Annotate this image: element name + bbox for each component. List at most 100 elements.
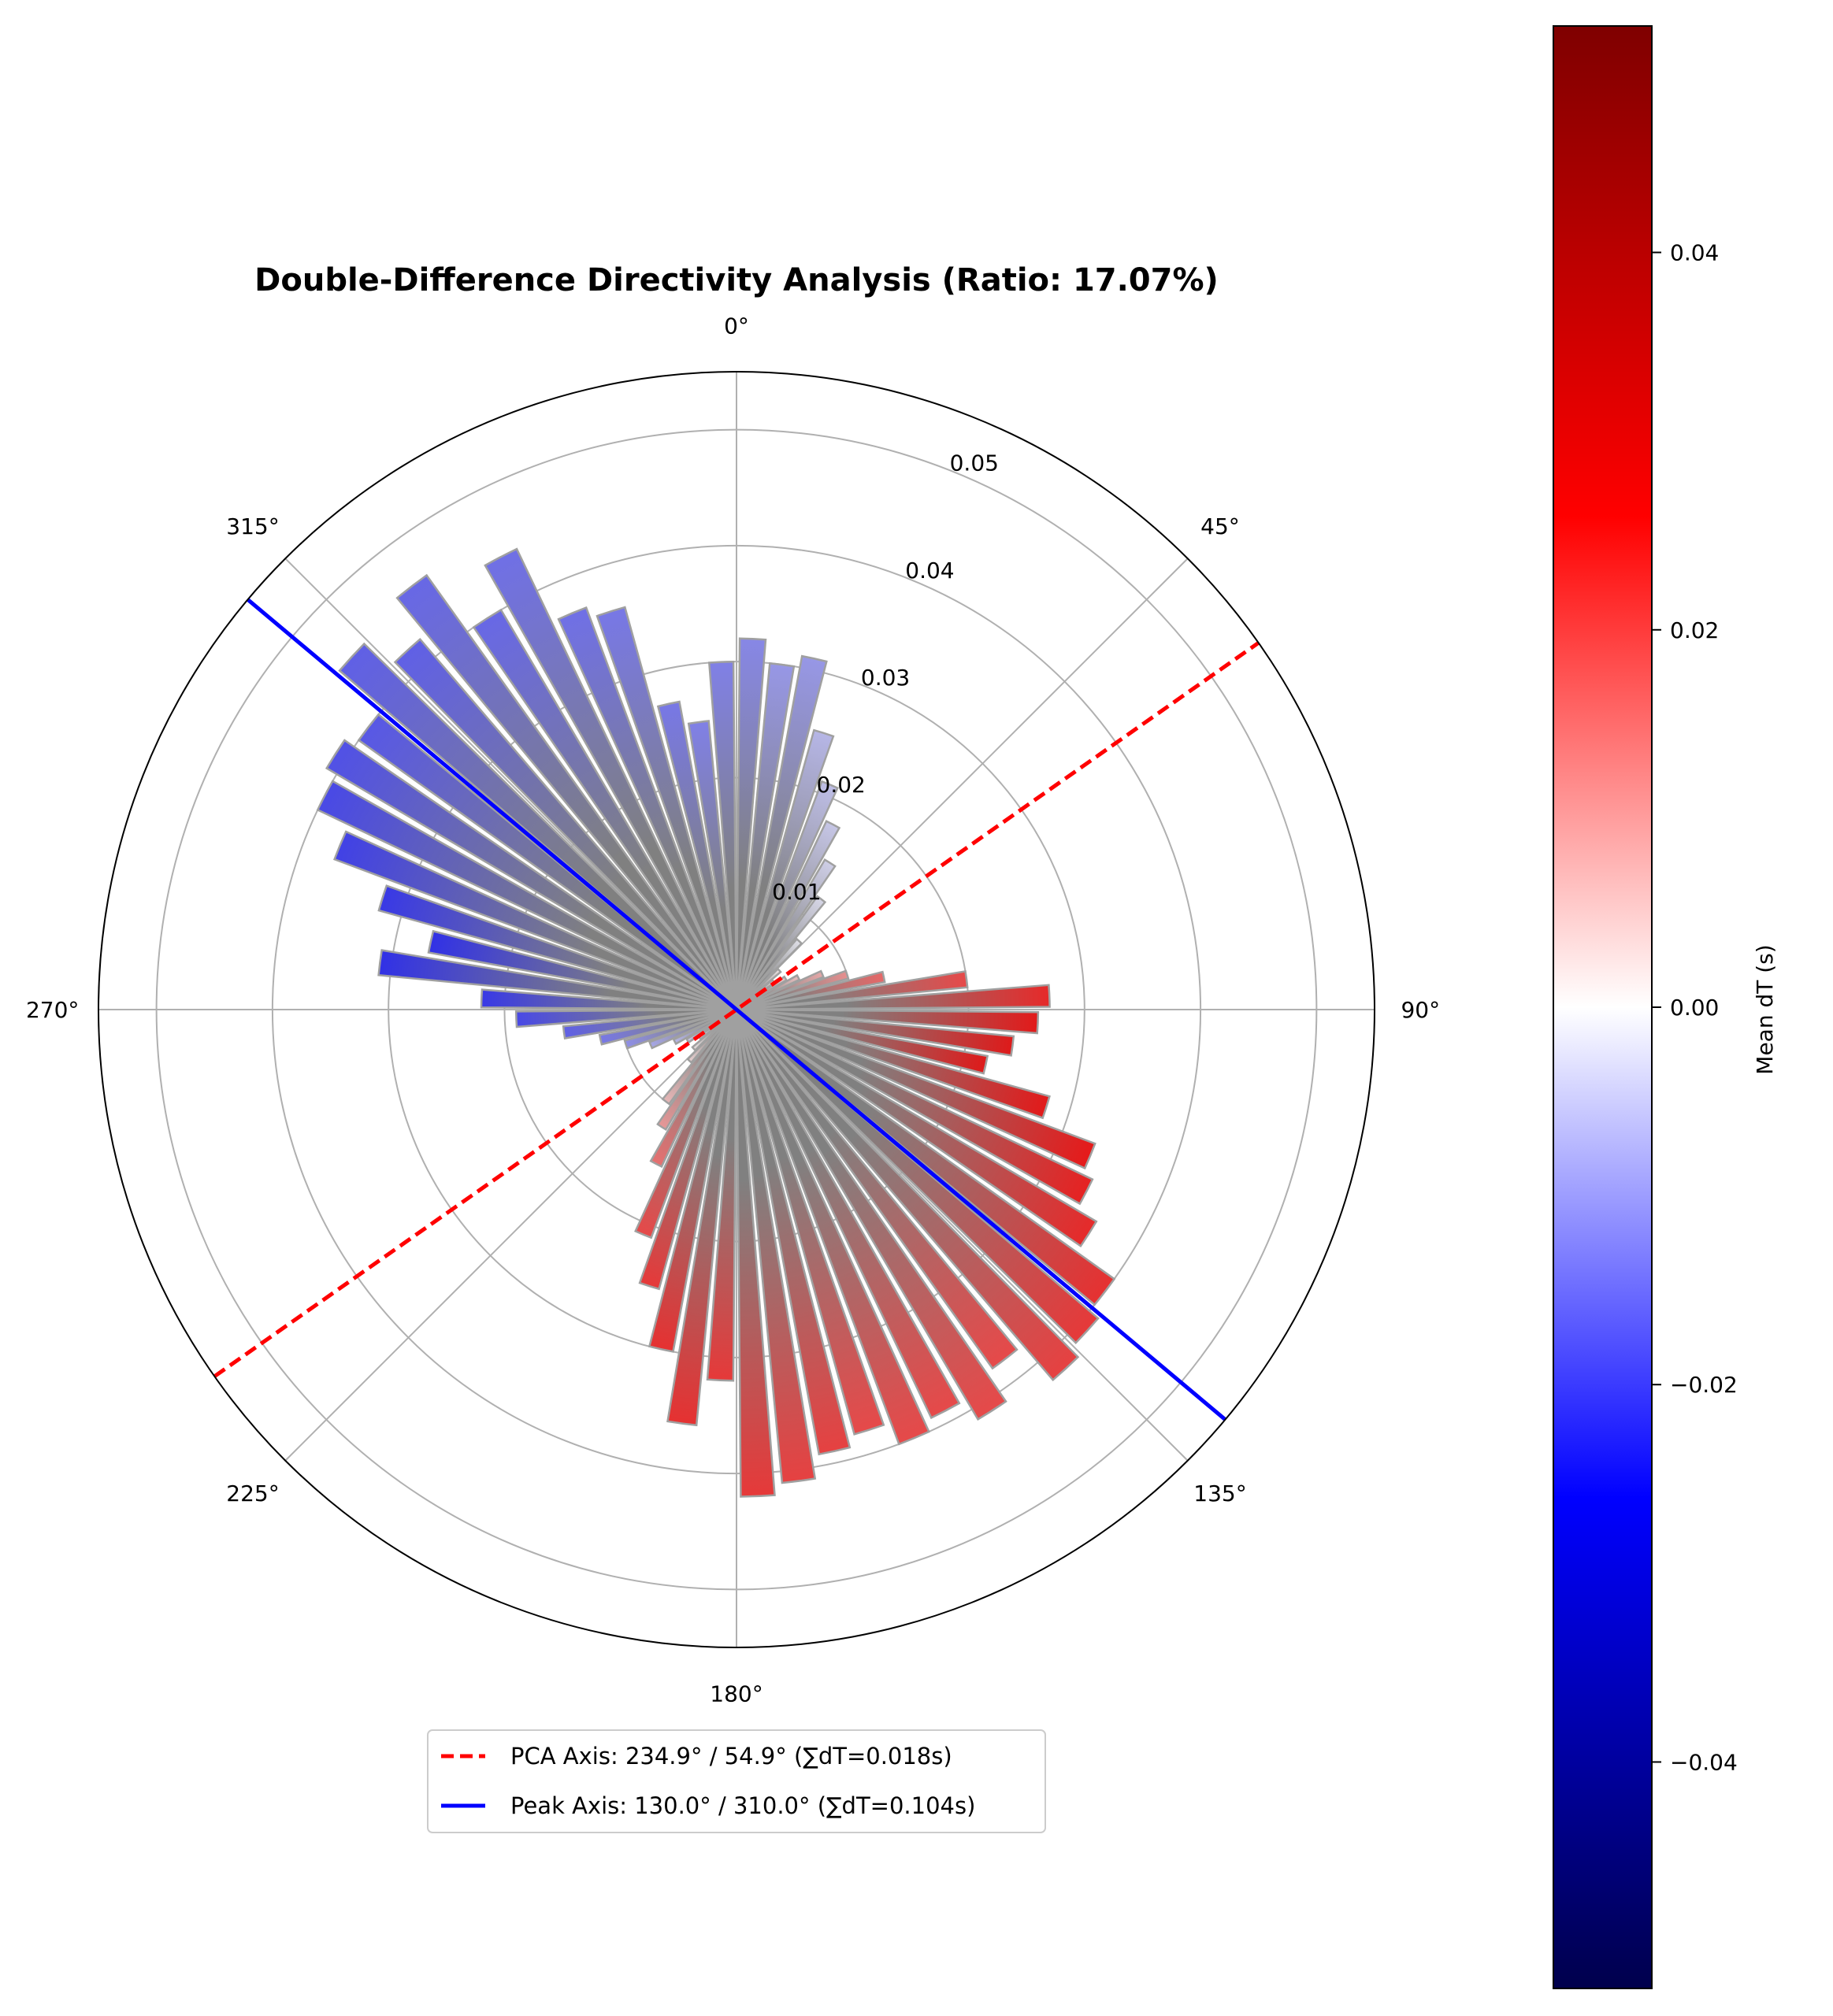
bar-97.5 [736, 1008, 1015, 1057]
bar-102.5 [736, 1008, 989, 1075]
colorbar-label: Mean dT (s) [1752, 944, 1778, 1074]
angle-label-0: 0° [724, 313, 749, 339]
chart-title: Double-Difference Directivity Analysis (… [254, 262, 1219, 298]
bar-162.5 [735, 1009, 885, 1436]
bar-327.5 [472, 608, 738, 1010]
bar-192.5 [647, 1009, 738, 1353]
axis-lines [213, 598, 1260, 1421]
bar-322.5 [395, 573, 738, 1010]
bar-172.5 [735, 1009, 817, 1484]
bar-142.5 [735, 1009, 1019, 1370]
radial-label-4: 0.05 [950, 450, 999, 476]
bar-77.5 [736, 970, 886, 1011]
colorbar-tick-label-4: 0.04 [1670, 240, 1719, 266]
bar-207.5 [649, 1009, 738, 1169]
bar-67.5 [736, 969, 826, 1011]
colorbar-tick-label-1: −0.02 [1670, 1372, 1738, 1398]
legend-label-peak: Peak Axis: 130.0° / 310.0° (∑dT=0.104s) [510, 1792, 975, 1819]
bar-357.5 [707, 660, 738, 1010]
bar-197.5 [638, 1009, 738, 1291]
bar-17.5 [735, 728, 835, 1010]
bar-22.5 [735, 780, 839, 1010]
colorbar: −0.04 −0.02 0.00 0.02 0.04 Mean dT (s) [1553, 25, 1778, 1989]
legend-frame [427, 1729, 1046, 1833]
bar-242.5 [672, 1008, 737, 1046]
polar-frame [98, 371, 1375, 1648]
bar-107.5 [736, 1008, 1051, 1120]
colorbar-tick-label-0: −0.04 [1670, 1749, 1738, 1775]
colorbar-bar [1553, 25, 1653, 1989]
bar-92.5 [736, 1008, 1040, 1035]
bar-317.5 [393, 637, 737, 1010]
bar-202.5 [634, 1009, 738, 1240]
bar-262.5 [562, 1008, 737, 1040]
bar-302.5 [325, 739, 737, 1011]
bar-352.5 [687, 720, 738, 1010]
bar-187.5 [666, 1009, 738, 1427]
bar-27.5 [735, 820, 841, 1010]
bar-312.5 [338, 642, 737, 1010]
bar-292.5 [332, 830, 737, 1011]
bar-117.5 [736, 1008, 1094, 1206]
bar-32.5 [735, 858, 837, 1010]
radial-tick-labels: 0.01 0.02 0.03 0.04 0.05 [772, 450, 999, 905]
bar-112.5 [736, 1008, 1096, 1170]
bar-2.5 [735, 637, 767, 1010]
bar-87.5 [736, 984, 1051, 1011]
bar-257.5 [598, 1008, 737, 1046]
angle-tick-labels: 0° 45° 90° 135° 180° 225° 270° 315° [26, 313, 1440, 1707]
colorbar-ticks: −0.04 −0.02 0.00 0.02 0.04 [1652, 240, 1738, 1775]
bar-212.5 [656, 1009, 738, 1132]
colorbar-tick-label-3: 0.02 [1670, 617, 1719, 643]
bar-147.5 [735, 1009, 1007, 1421]
angle-label-270: 270° [26, 997, 79, 1023]
bar-342.5 [596, 606, 738, 1010]
bar-332.5 [484, 547, 738, 1010]
angular-gridline-225 [284, 1009, 737, 1462]
bar-297.5 [316, 780, 737, 1011]
bar-182.5 [706, 1009, 738, 1382]
bar-252.5 [623, 1008, 737, 1050]
angle-label-315: 315° [226, 513, 279, 539]
bar-72.5 [736, 969, 850, 1011]
legend-label-pca: PCA Axis: 234.9° / 54.9° (∑dT=0.018s) [510, 1743, 952, 1770]
polar-bars [316, 547, 1116, 1498]
radial-label-1: 0.02 [817, 772, 866, 798]
bar-62.5 [736, 973, 801, 1011]
peak-axis-line [246, 598, 1227, 1421]
bar-217.5 [661, 1009, 738, 1106]
radial-label-0: 0.01 [772, 879, 821, 905]
bar-337.5 [557, 606, 738, 1010]
bar-157.5 [735, 1009, 930, 1446]
radial-label-2: 0.03 [861, 665, 910, 691]
bar-7.5 [735, 662, 796, 1010]
bar-347.5 [656, 700, 738, 1010]
bar-272.5 [480, 988, 737, 1011]
bar-122.5 [736, 1008, 1098, 1248]
pca-axis-line [213, 641, 1260, 1378]
bar-307.5 [357, 713, 737, 1011]
bar-177.5 [735, 1009, 776, 1498]
bar-287.5 [377, 884, 737, 1011]
bar-247.5 [647, 1008, 737, 1050]
angular-gridline-45 [736, 558, 1189, 1010]
angle-label-45: 45° [1200, 513, 1240, 539]
bar-82.5 [736, 969, 969, 1011]
bar-267.5 [514, 1008, 737, 1028]
colorbar-tick-label-2: 0.00 [1670, 995, 1719, 1021]
angle-label-135: 135° [1193, 1480, 1246, 1506]
bar-127.5 [736, 1008, 1116, 1306]
bar-132.5 [736, 1009, 1100, 1344]
bar-37.5 [735, 895, 827, 1010]
angle-label-180: 180° [710, 1681, 763, 1707]
bar-277.5 [377, 949, 737, 1011]
bar-282.5 [427, 929, 737, 1011]
angle-label-90: 90° [1401, 997, 1440, 1023]
bar-167.5 [735, 1009, 852, 1456]
angle-label-225: 225° [226, 1480, 279, 1506]
bar-137.5 [736, 1009, 1080, 1382]
bar-152.5 [735, 1009, 961, 1420]
radial-label-3: 0.04 [905, 558, 954, 584]
bar-12.5 [735, 654, 828, 1010]
